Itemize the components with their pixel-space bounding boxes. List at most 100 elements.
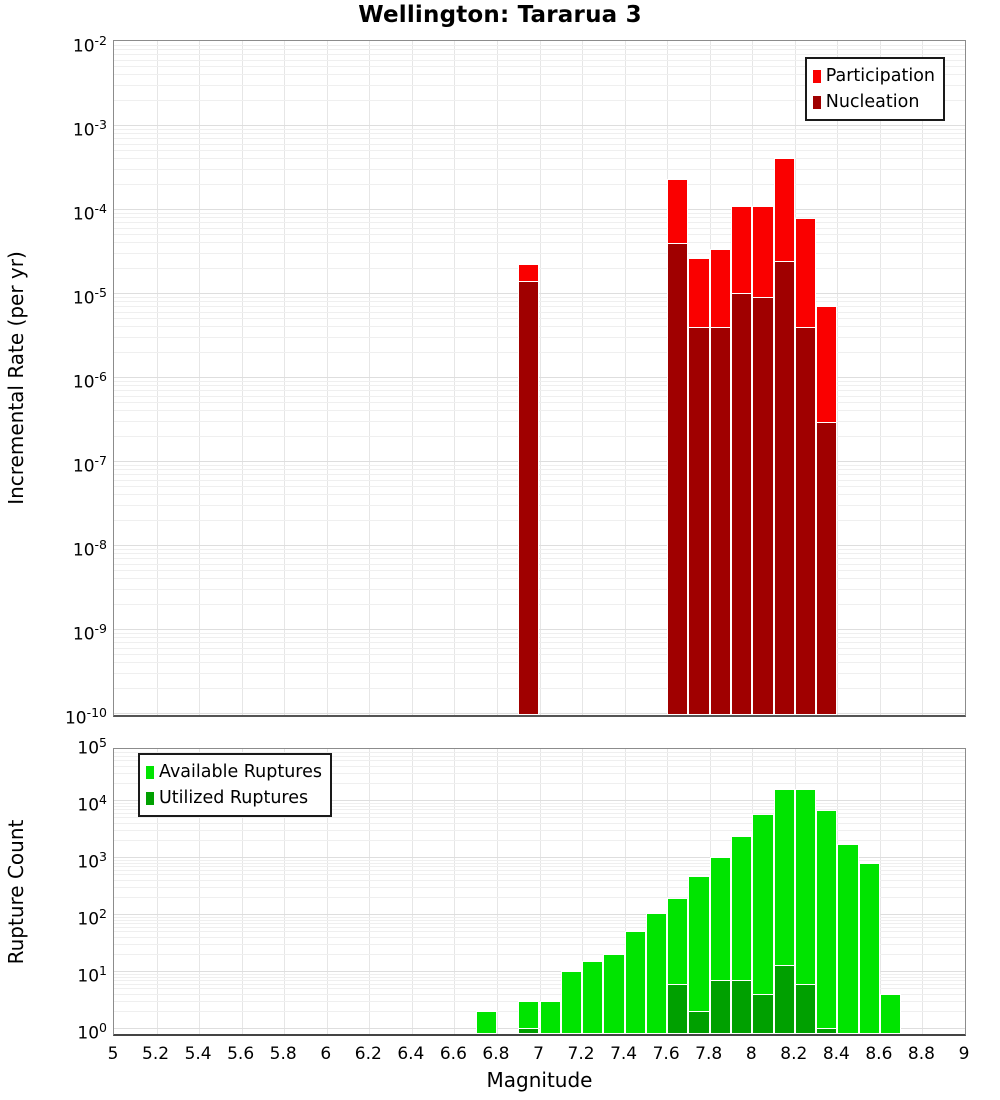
grid-line-vertical (241, 41, 243, 715)
grid-line-minor (114, 936, 965, 938)
bar-available-ruptures (560, 971, 583, 1034)
legend-item-nucleation: Nucleation (812, 89, 935, 115)
grid-line-minor (114, 385, 965, 387)
grid-line-minor (114, 931, 965, 933)
grid-line-minor (114, 829, 965, 831)
grid-line-minor (114, 839, 965, 841)
grid-line-minor (114, 326, 965, 328)
x-tick-label: 8.8 (907, 1044, 935, 1064)
grid-line-vertical (539, 41, 541, 715)
x-tick-label: 8.2 (780, 1044, 808, 1064)
grid-line-minor (114, 943, 965, 945)
x-tick-label: 7 (533, 1044, 544, 1064)
grid-line-minor (114, 570, 965, 572)
grid-line-vertical (199, 41, 201, 715)
nucleation-swatch-icon (812, 95, 821, 109)
x-tick-label: 8 (745, 1044, 757, 1064)
grid-line-minor (114, 99, 965, 101)
incremental-rate-panel: Participation Nucleation (113, 40, 966, 717)
grid-line-minor (114, 916, 965, 918)
grid-line-minor (114, 662, 965, 664)
grid-line-minor (114, 578, 965, 580)
grid-line-minor (114, 983, 965, 985)
y-tick-label: 10-9 (72, 621, 107, 645)
grid-line-minor (114, 953, 965, 955)
grid-line-minor (114, 926, 965, 928)
grid-line-minor (114, 336, 965, 338)
grid-line-minor (114, 772, 965, 774)
grid-line-minor (114, 150, 965, 152)
grid-line-major (114, 629, 965, 630)
bar-available-ruptures (645, 912, 668, 1034)
grid-line-vertical (879, 749, 881, 1034)
bar-available-ruptures (624, 931, 646, 1034)
overlay-bar-nucleation (731, 293, 753, 715)
bar-available-ruptures (816, 809, 838, 1034)
y-tick-label: 10-3 (72, 117, 107, 141)
grid-line-minor (114, 647, 965, 649)
grid-line-minor (114, 479, 965, 481)
grid-line-minor (114, 74, 965, 76)
rate-legend: Participation Nucleation (804, 57, 945, 121)
grid-line-minor (114, 242, 965, 244)
grid-line-major (114, 800, 965, 801)
grid-line-vertical (411, 749, 413, 1034)
x-tick-label: 7.4 (610, 1044, 638, 1064)
grid-line-minor (114, 822, 965, 824)
x-tick-label: 5.2 (142, 1044, 170, 1064)
overlay-bar-nucleation (688, 327, 710, 715)
grid-line-major (114, 377, 965, 378)
grid-line-minor (114, 410, 965, 412)
x-tick-label: 5.4 (184, 1044, 212, 1064)
y-tick-label: 105 (77, 735, 107, 759)
grid-line-vertical (454, 41, 456, 715)
count-legend: Available Ruptures Utilized Ruptures (138, 753, 332, 817)
bar-available-ruptures (858, 862, 880, 1034)
grid-line-minor (114, 54, 965, 55)
overlay-bar-nucleation (518, 280, 540, 715)
grid-line-vertical (582, 749, 584, 1034)
overlay-bar-utilized-ruptures (773, 964, 795, 1034)
grid-line-vertical (624, 749, 626, 1034)
grid-line-minor (114, 988, 965, 990)
grid-line-minor (114, 637, 965, 639)
overlay-bar-nucleation (816, 422, 838, 715)
bar-available-ruptures (539, 1000, 561, 1034)
grid-line-minor (114, 973, 965, 975)
grid-line-minor (114, 168, 965, 170)
overlay-bar-nucleation (752, 296, 774, 715)
overlay-bar-nucleation (773, 261, 795, 715)
legend-label: Participation (825, 66, 935, 86)
y-tick-label: 10-2 (72, 33, 107, 57)
grid-line-vertical (582, 41, 584, 715)
grid-line-vertical (539, 749, 541, 1034)
grid-line-major (114, 461, 965, 462)
grid-line-minor (114, 158, 965, 160)
grid-line-minor (114, 672, 965, 674)
y-tick-label: 101 (77, 963, 107, 987)
grid-line-minor (114, 919, 965, 921)
grid-line-minor (114, 642, 965, 643)
grid-line-minor (114, 44, 965, 46)
utilized-swatch-icon (146, 791, 154, 805)
y-tick-label: 102 (77, 906, 107, 930)
grid-line-minor (114, 504, 965, 506)
y-tick-label: 100 (77, 1020, 107, 1044)
overlay-bar-nucleation (794, 327, 817, 715)
x-tick-label: 8.6 (865, 1044, 893, 1064)
grid-line-vertical (879, 41, 881, 715)
y-tick-label: 103 (77, 849, 107, 873)
grid-line-minor (114, 395, 965, 397)
bar-available-ruptures (582, 961, 604, 1034)
grid-line-minor (114, 351, 965, 353)
grid-line-vertical (411, 41, 413, 715)
grid-line-minor (114, 311, 965, 313)
grid-line-vertical (326, 41, 328, 715)
grid-line-minor (114, 420, 965, 422)
grid-line-minor (114, 486, 965, 488)
grid-line-minor (114, 976, 965, 978)
x-tick-label: 5.8 (269, 1044, 297, 1064)
grid-line-minor (114, 563, 965, 565)
grid-line-minor (114, 66, 965, 68)
grid-line-minor (114, 755, 965, 757)
